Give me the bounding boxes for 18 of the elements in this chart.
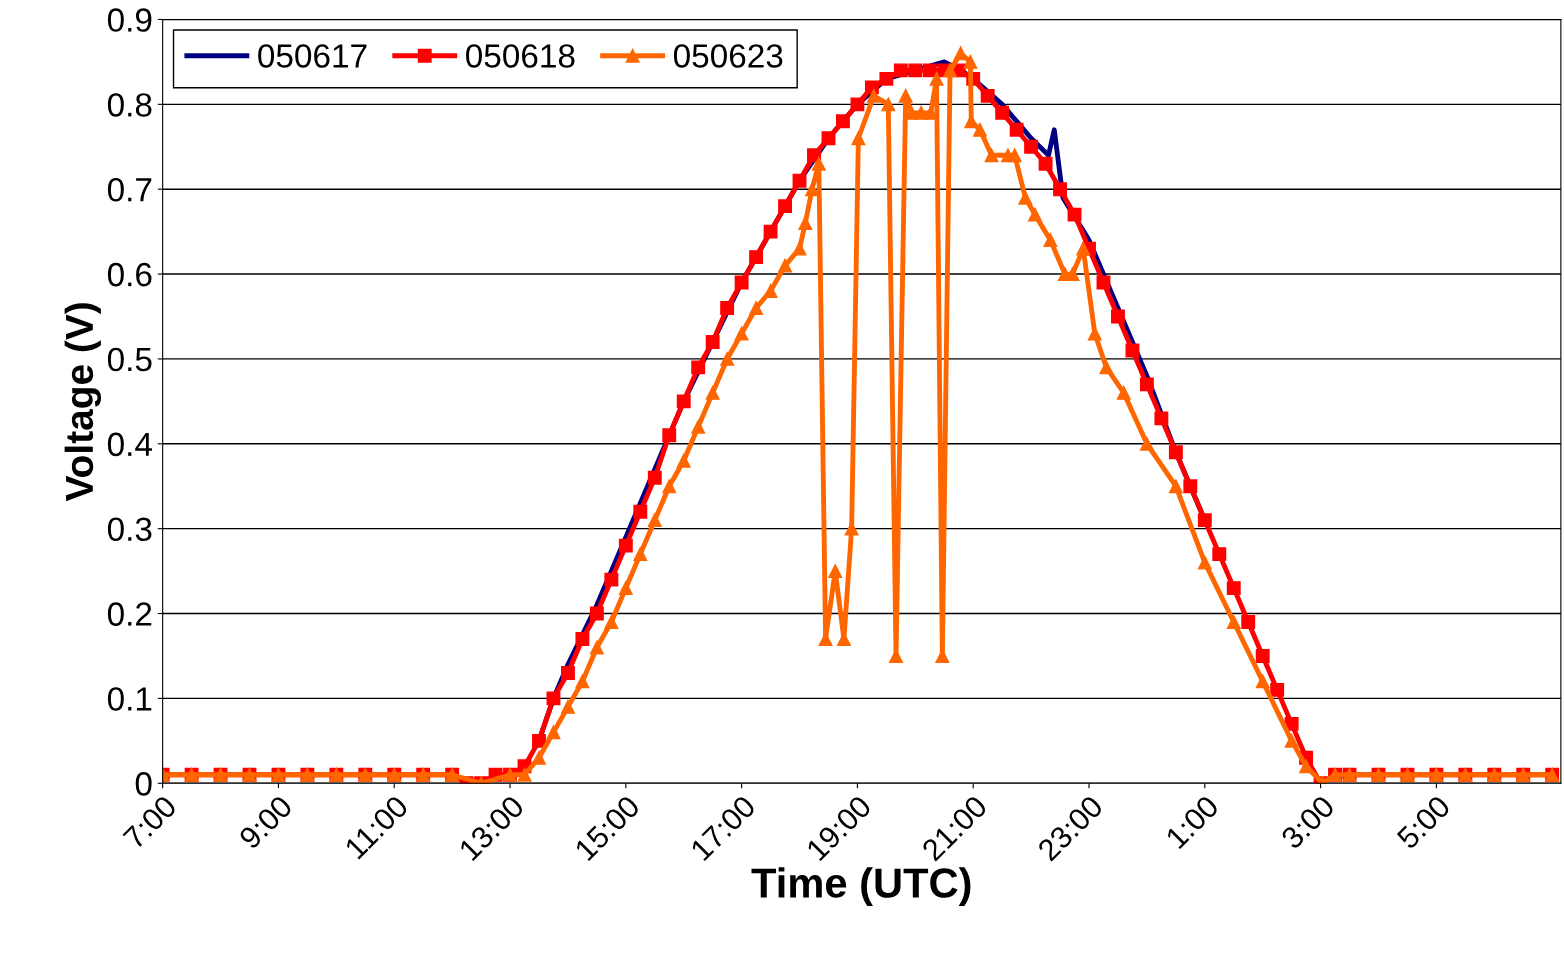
legend-label: 050618 xyxy=(466,44,575,68)
y-axis-title: Voltage (V) xyxy=(64,303,102,502)
y-tick-label: 0 xyxy=(135,772,152,796)
legend-label: 050617 xyxy=(258,44,367,68)
y-tick-label: 0.8 xyxy=(107,93,152,117)
y-tick-label: 0.6 xyxy=(107,262,152,287)
x-tick-label: 5:00 xyxy=(1395,794,1452,851)
y-tick-label: 0.7 xyxy=(107,178,152,202)
legend-label: 050623 xyxy=(673,44,783,68)
y-tick-label: 0.5 xyxy=(107,347,152,372)
x-tick-label: 3:00 xyxy=(1279,794,1336,851)
y-tick-label: 0.2 xyxy=(107,602,152,626)
y-tick-label: 0.9 xyxy=(107,8,152,32)
x-axis-title: Time (UTC) xyxy=(751,867,971,907)
x-tick-label: 9:00 xyxy=(237,794,294,850)
y-tick-label: 0.4 xyxy=(107,432,152,457)
y-tick-label: 0.1 xyxy=(107,687,152,711)
y-tick-label: 0.3 xyxy=(107,517,152,542)
